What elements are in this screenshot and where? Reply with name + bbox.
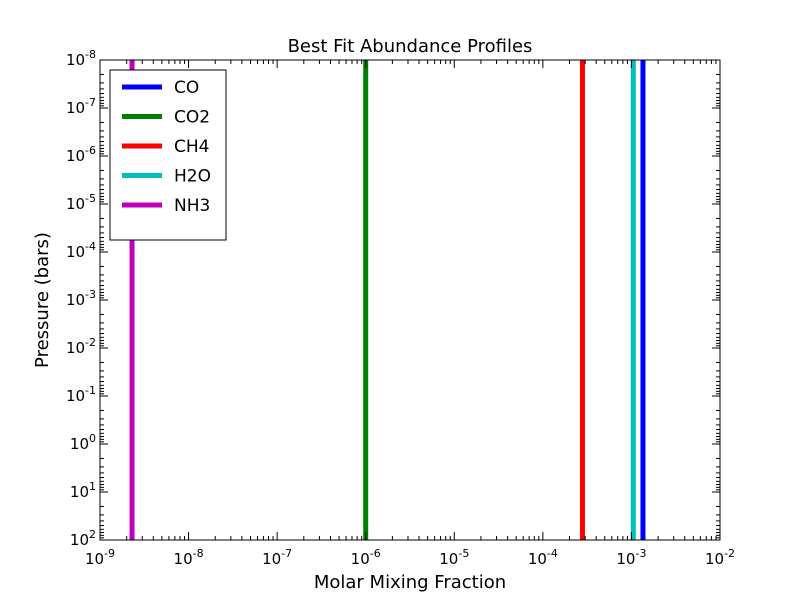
x-tick-label: 10-4 — [528, 547, 558, 568]
x-tick-label: 10-9 — [85, 547, 115, 568]
legend-box — [109, 69, 227, 241]
y-tick-label: 10-7 — [66, 96, 96, 117]
legend-label-co: CO — [174, 78, 199, 98]
series-layer — [129, 60, 646, 540]
x-tick-label: 10-8 — [174, 547, 204, 568]
chart-title: Best Fit Abundance Profiles — [288, 36, 533, 57]
x-axis-ticks: 10-9 10-8 10-7 10-6 10-5 10-4 10-3 10-2 — [85, 60, 735, 568]
y-axis-ticks: 10-8 10-7 10-6 10-5 10-4 10-3 10-2 10-1 100 101 10… — [66, 48, 720, 549]
x-tick-label: 10-2 — [705, 547, 735, 568]
y-tick-label: 10-8 — [66, 48, 96, 69]
y-tick-label: 100 — [70, 432, 96, 453]
legend: CO CO2 CH4 H2O NH3 — [109, 69, 227, 241]
x-axis-label: Molar Mixing Fraction — [314, 572, 506, 593]
y-tick-label: 10-5 — [66, 192, 96, 213]
y-tick-label: 10-6 — [66, 144, 96, 165]
x-tick-label: 10-5 — [439, 547, 469, 568]
legend-label-h2o: H2O — [174, 167, 211, 187]
y-axis-label: Pressure (bars) — [32, 232, 53, 368]
y-tick-label: 10-3 — [66, 288, 96, 309]
x-tick-label: 10-6 — [351, 547, 381, 568]
y-tick-label: 10-4 — [66, 240, 96, 261]
legend-label-co2: CO2 — [174, 108, 210, 128]
y-tick-label: 101 — [70, 480, 96, 501]
legend-label-ch4: CH4 — [174, 137, 209, 157]
x-tick-label: 10-7 — [262, 547, 292, 568]
y-tick-label: 102 — [70, 528, 96, 549]
x-tick-label: 10-3 — [616, 547, 646, 568]
y-tick-label: 10-1 — [66, 384, 96, 405]
legend-label-nh3: NH3 — [174, 196, 210, 216]
y-tick-label: 10-2 — [66, 336, 96, 357]
